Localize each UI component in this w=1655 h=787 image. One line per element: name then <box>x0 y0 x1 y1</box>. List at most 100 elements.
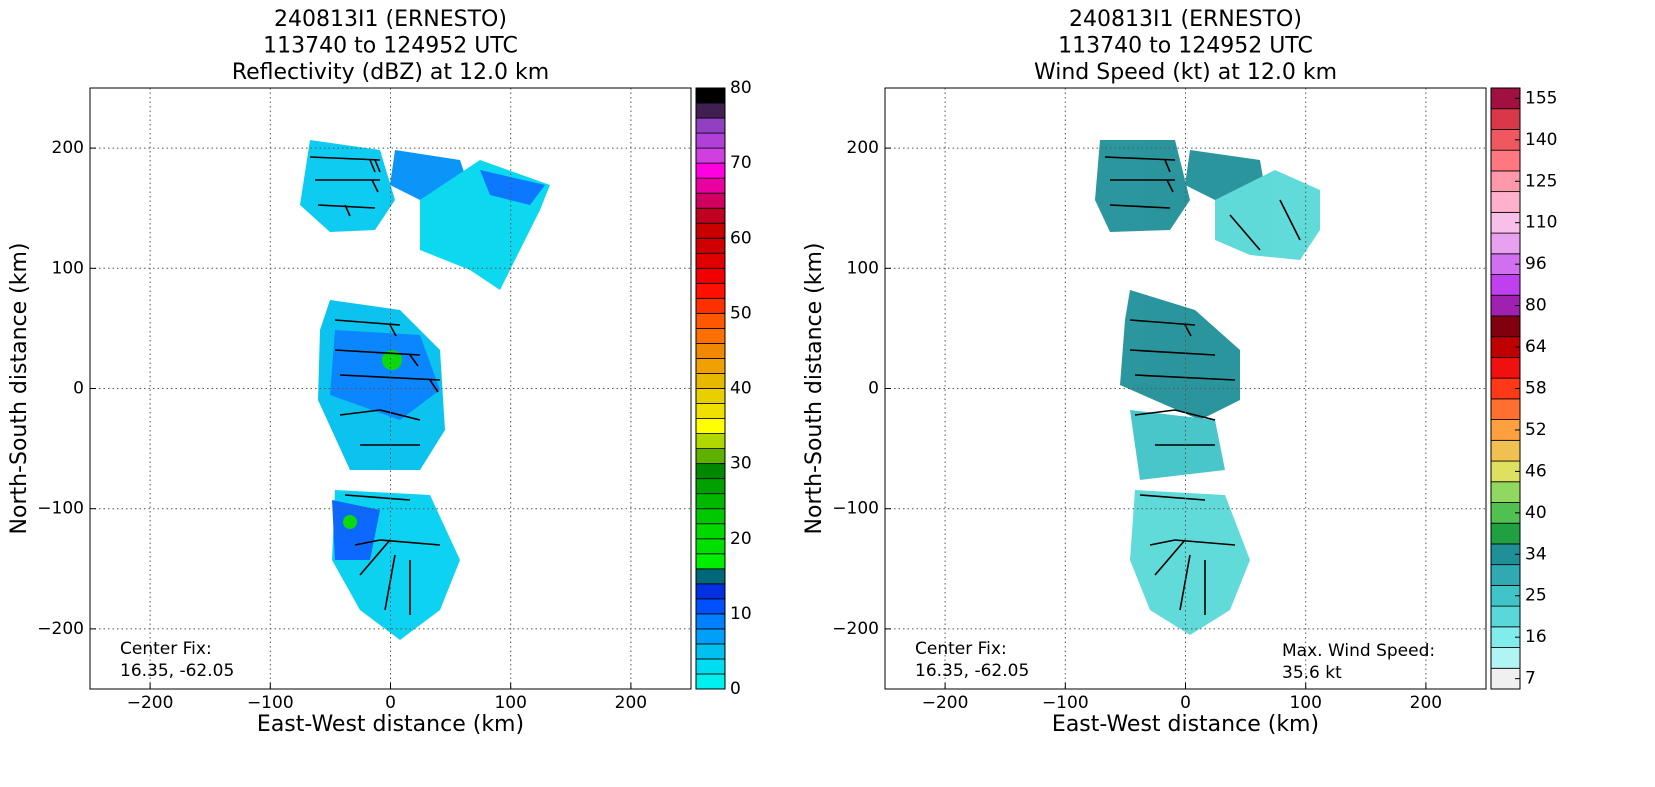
colorbar-segment <box>695 673 726 690</box>
colorbar-tick-label: 50 <box>730 303 752 323</box>
colorbar-segment <box>695 388 726 404</box>
colorbar-segment <box>695 207 726 224</box>
x-tick-label: 0 <box>385 693 396 713</box>
colorbar-segment <box>1490 564 1521 586</box>
colorbar-segment <box>1490 357 1521 379</box>
colorbar-tick-label: 34 <box>1525 544 1547 564</box>
x-tick-label: 200 <box>1410 693 1442 713</box>
colorbar-segment <box>695 87 726 104</box>
x-tick-label: 0 <box>1180 693 1191 713</box>
colorbar-segment <box>695 222 726 239</box>
annotation: 16.35, -62.05 <box>120 661 234 681</box>
colorbar-segment <box>1490 315 1521 338</box>
y-tick-label: −200 <box>832 619 879 639</box>
x-tick-label: −200 <box>127 693 174 713</box>
y-tick-label: 200 <box>52 138 84 158</box>
colorbar-tick-label: 60 <box>730 228 752 248</box>
colorbar-segment <box>695 343 726 359</box>
colorbar-segment <box>695 478 726 495</box>
colorbar-segment <box>695 538 726 555</box>
echo-region <box>1095 140 1190 232</box>
chart-title: Reflectivity (dBZ) at 12.0 km <box>232 60 549 85</box>
colorbar-segment <box>695 523 726 540</box>
colorbar-tick-label: 58 <box>1525 379 1547 399</box>
colorbar-tick-label: 46 <box>1525 461 1547 481</box>
colorbar-segment <box>695 192 726 209</box>
colorbar-tick-label: 0 <box>730 679 741 699</box>
colorbar-tick-label: 96 <box>1525 254 1547 274</box>
chart-title: 240813I1 (ERNESTO) <box>1069 7 1302 32</box>
colorbar-tick-label: 7 <box>1525 669 1536 689</box>
annotation: Center Fix: <box>915 639 1007 659</box>
colorbar-segment <box>695 312 726 329</box>
colorbar-segment <box>695 177 726 194</box>
colorbar-tick-label: 70 <box>730 153 752 173</box>
colorbar-tick-label: 20 <box>730 529 752 549</box>
annotation: 16.35, -62.05 <box>915 661 1029 681</box>
colorbar-tick-label: 80 <box>730 78 752 98</box>
chart-title: 240813I1 (ERNESTO) <box>274 7 507 32</box>
x-tick-label: 200 <box>615 693 647 713</box>
colorbar-segment <box>1490 191 1521 213</box>
colorbar-tick-label: 25 <box>1525 586 1547 606</box>
colorbar-segment <box>695 358 726 374</box>
x-tick-label: −100 <box>247 693 294 713</box>
echo-region <box>1130 490 1250 635</box>
echo-core <box>382 350 402 370</box>
colorbar-segment <box>695 252 726 269</box>
colorbar-segment <box>1490 439 1521 462</box>
colorbar-segment <box>1490 398 1521 420</box>
colorbar-tick-label: 110 <box>1525 213 1557 233</box>
colorbar-segment <box>695 508 726 525</box>
colorbar-segment <box>1490 108 1521 130</box>
colorbar-segment <box>695 418 726 434</box>
annotation: Center Fix: <box>120 639 212 659</box>
y-tick-label: 0 <box>73 379 84 399</box>
colorbar-segment <box>695 493 726 510</box>
colorbar-segment <box>695 327 726 344</box>
colorbar-tick-label: 140 <box>1525 130 1557 150</box>
y-tick-label: 0 <box>868 379 879 399</box>
colorbar-segment <box>1490 274 1521 296</box>
x-tick-label: 100 <box>494 693 526 713</box>
plot-frame <box>89 87 692 690</box>
colorbar-tick-label: 125 <box>1525 171 1557 191</box>
colorbar-segment <box>695 658 726 675</box>
echo-core <box>343 515 357 529</box>
colorbar-segment <box>695 448 726 465</box>
y-tick-label: 100 <box>52 258 84 278</box>
colorbar-tick-label: 30 <box>730 454 752 474</box>
colorbar-segment <box>1490 481 1521 503</box>
colorbar-segment <box>695 237 726 254</box>
colorbar-tick-label: 40 <box>730 379 752 399</box>
echo-region <box>332 500 380 560</box>
colorbar-segment <box>695 463 726 480</box>
y-tick-label: −100 <box>832 499 879 519</box>
y-tick-label: −200 <box>37 619 84 639</box>
colorbar-tick-label: 64 <box>1525 337 1547 357</box>
y-axis-label: North-South distance (km) <box>802 243 827 535</box>
annotation: 35.6 kt <box>1282 663 1342 683</box>
echo-region <box>300 140 395 232</box>
echo-region <box>330 330 440 420</box>
colorbar-tick-label: 10 <box>730 604 752 624</box>
x-axis-label: East-West distance (km) <box>257 712 524 737</box>
colorbar-tick-label: 16 <box>1525 627 1547 647</box>
annotation: Max. Wind Speed: <box>1282 641 1435 661</box>
colorbar-tick-label: 80 <box>1525 296 1547 316</box>
colorbar-segment <box>695 147 726 164</box>
colorbar-segment <box>695 553 726 570</box>
colorbar-segment <box>695 297 726 314</box>
y-axis-label: North-South distance (km) <box>7 243 32 535</box>
colorbar-segment <box>695 403 726 419</box>
colorbar-segment <box>695 613 726 630</box>
chart-title: 113740 to 124952 UTC <box>263 34 518 59</box>
colorbar-segment <box>1490 522 1521 545</box>
x-axis-label: East-West distance (km) <box>1052 712 1319 737</box>
chart-title: 113740 to 124952 UTC <box>1058 34 1313 59</box>
colorbar-segment <box>695 568 726 585</box>
chart-title: Wind Speed (kt) at 12.0 km <box>1034 60 1337 85</box>
colorbar-tick-label: 40 <box>1525 503 1547 523</box>
x-tick-label: −100 <box>1042 693 1089 713</box>
